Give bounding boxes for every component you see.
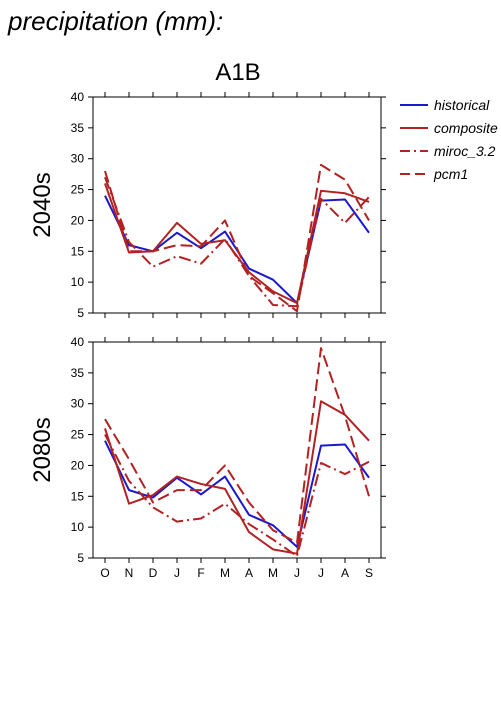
y-tick-label: 5 [77, 306, 84, 320]
series-line-composite [104, 400, 370, 555]
x-tick-label: A [341, 566, 349, 580]
panels: 5 10 15 20 25 30 35 40 2040s 5 10 15 20 25 30 35 40 O N D J F… [29, 90, 386, 580]
y-tick-label: 5 [77, 551, 84, 565]
plot-frame [92, 341, 382, 559]
panel-2040s: 5 10 15 20 25 30 35 40 2040s [29, 90, 386, 320]
panel-2080s: 5 10 15 20 25 30 35 40 O N D J F M A M J J A S 2080s [29, 335, 386, 580]
y-tick-label: 15 [71, 489, 85, 503]
x-tick-label: O [100, 566, 109, 580]
y-tick-label: 20 [71, 458, 85, 472]
plot-frame [92, 96, 382, 314]
y-tick-label: 30 [71, 397, 85, 411]
legend: historical composite miroc_3.2 pcm1 [400, 97, 498, 182]
y-tick-label: 40 [71, 335, 85, 349]
legend-label: pcm1 [433, 166, 468, 182]
x-tick-label: N [125, 566, 134, 580]
series-line-composite [104, 183, 370, 305]
y-tick-label: 10 [71, 275, 85, 289]
legend-label: composite [434, 120, 498, 136]
y-tick-label: 10 [71, 520, 85, 534]
x-tick-label: A [245, 566, 253, 580]
series-line-historical [104, 440, 370, 548]
x-tick-label: M [220, 566, 230, 580]
panel-label: 2080s [29, 417, 56, 482]
y-tick-label: 25 [71, 183, 85, 197]
legend-label: miroc_3.2 [434, 143, 496, 159]
y-tick-label: 40 [71, 90, 85, 104]
panel-label: 2040s [29, 172, 56, 237]
x-tick-label: F [197, 566, 204, 580]
legend-label: historical [434, 97, 490, 113]
y-tick-label: 30 [71, 152, 85, 166]
y-tick-label: 35 [71, 366, 85, 380]
y-tick-label: 20 [71, 213, 85, 227]
series-line-miroc-3-2 [104, 176, 370, 308]
series-line-pcm1 [104, 347, 370, 544]
x-tick-label: M [268, 566, 278, 580]
x-tick-label: J [318, 566, 324, 580]
series-line-miroc-3-2 [104, 434, 370, 558]
y-tick-label: 35 [71, 121, 85, 135]
y-tick-label: 15 [71, 244, 85, 258]
x-tick-label: S [365, 566, 373, 580]
series-line-pcm1 [104, 163, 370, 313]
y-tick-label: 25 [71, 428, 85, 442]
x-tick-label: J [294, 566, 300, 580]
x-tick-label: J [174, 566, 180, 580]
chart-title: precipitation (mm): [7, 6, 223, 36]
x-tick-label: D [149, 566, 158, 580]
scenario-title: A1B [215, 59, 260, 86]
